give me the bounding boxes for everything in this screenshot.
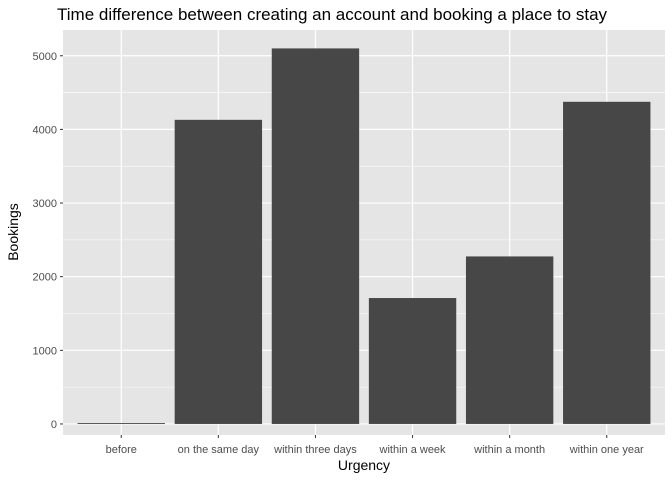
y-tick-labels: 0 1000 2000 3000 4000 5000: [33, 51, 57, 431]
bar: [271, 48, 360, 424]
y-tick-label: 4000: [33, 124, 57, 136]
y-axis-title: Bookings: [5, 203, 21, 261]
x-tick-label: within a week: [379, 444, 447, 456]
y-tick-label: 2000: [33, 272, 57, 284]
bar: [465, 256, 554, 424]
bar: [368, 298, 457, 424]
x-tick-label: within three days: [273, 444, 357, 456]
y-tick-label: 1000: [33, 345, 57, 357]
bar: [77, 423, 165, 424]
y-tick-label: 3000: [33, 198, 57, 210]
chart-title: Time difference between creating an acco…: [57, 5, 608, 24]
bars-group: [77, 48, 651, 424]
x-tick-label: before: [106, 444, 137, 456]
x-tick-label: within a month: [473, 444, 545, 456]
x-axis-title: Urgency: [338, 457, 390, 473]
x-tick-label: within one year: [569, 444, 644, 456]
y-tick-label: 0: [51, 419, 57, 431]
bar: [174, 119, 263, 424]
bar: [563, 101, 651, 424]
axis-ticks: [60, 55, 608, 438]
x-tick-label: on the same day: [178, 444, 260, 456]
x-tick-labels: before on the same day within three days wi…: [106, 444, 644, 456]
y-tick-label: 5000: [33, 51, 57, 63]
